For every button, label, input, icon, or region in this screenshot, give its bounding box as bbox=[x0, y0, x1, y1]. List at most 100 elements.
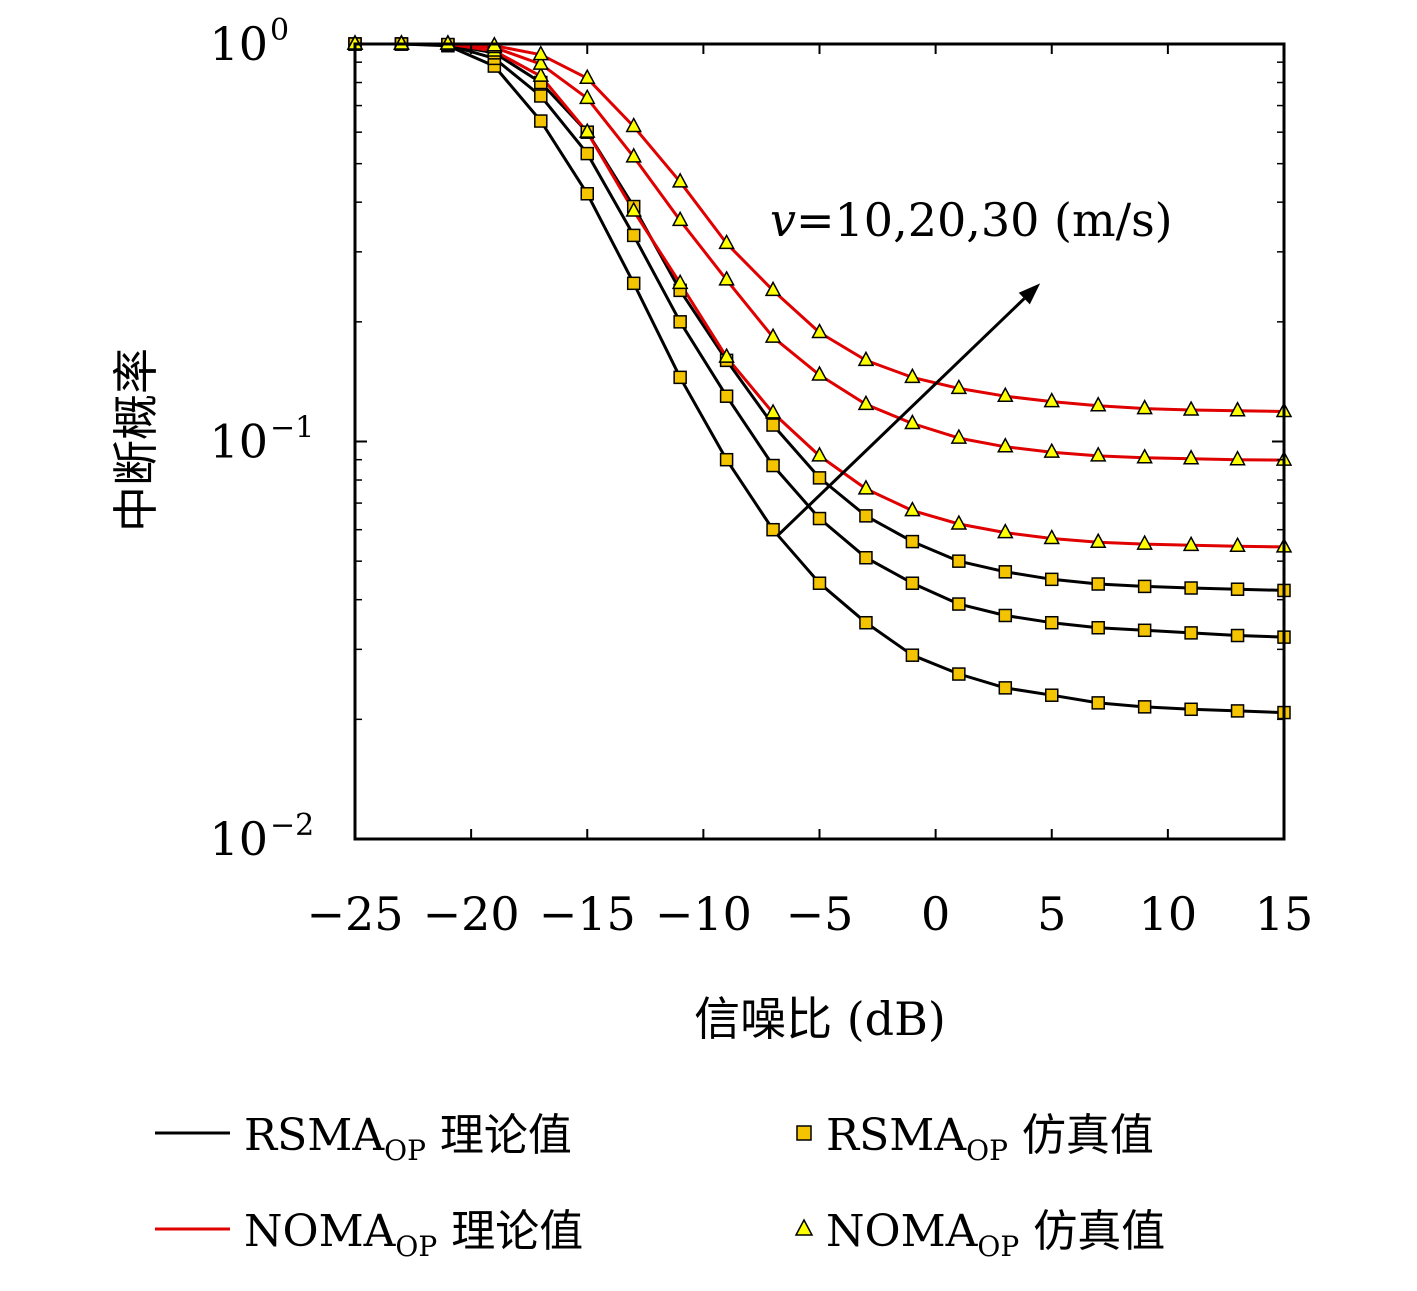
y-tick-label: 10 bbox=[209, 415, 268, 469]
data-point-triangle bbox=[950, 378, 968, 395]
data-point-square bbox=[1184, 626, 1198, 640]
data-point-triangle bbox=[532, 54, 550, 70]
data-point-triangle bbox=[1043, 392, 1061, 408]
data-point-square bbox=[998, 681, 1013, 695]
legend-suffix: 仿真值 bbox=[1019, 1206, 1165, 1257]
data-point-triangle bbox=[764, 327, 782, 343]
data-point-square bbox=[534, 114, 548, 128]
data-point-triangle bbox=[857, 479, 875, 495]
legend-text-rsma-sim: RSMAOP 仿真值 bbox=[826, 1110, 1154, 1167]
annotation-arrow bbox=[776, 297, 1026, 537]
x-tick-label: 15 bbox=[1255, 887, 1314, 941]
data-point-square bbox=[998, 565, 1013, 579]
data-point-triangle bbox=[1089, 396, 1107, 412]
data-point-triangle bbox=[578, 88, 596, 105]
legend-entry-noma-theory: NOMAOP 理论值 bbox=[155, 1206, 583, 1263]
data-point-triangle bbox=[625, 147, 642, 163]
legend-marker-square bbox=[796, 1125, 812, 1141]
data-point-square bbox=[1184, 581, 1198, 595]
data-point-triangle bbox=[1182, 449, 1200, 465]
legend-text-rsma-theory: RSMAOP 理论值 bbox=[244, 1110, 572, 1167]
data-point-square bbox=[905, 576, 920, 590]
legend-label: NOMA bbox=[244, 1206, 397, 1257]
data-point-triangle bbox=[811, 365, 828, 381]
data-point-triangle bbox=[718, 347, 735, 363]
data-point-triangle bbox=[1089, 532, 1107, 548]
data-point-triangle bbox=[1229, 401, 1246, 417]
x-tick-label: 0 bbox=[921, 887, 950, 941]
x-tick-label: −15 bbox=[539, 887, 636, 941]
data-point-square bbox=[1045, 615, 1059, 630]
series-line-rsma-2 bbox=[355, 42, 1285, 592]
data-point-square bbox=[1137, 700, 1152, 714]
data-point-triangle bbox=[1043, 442, 1061, 458]
data-point-triangle bbox=[578, 68, 596, 85]
data-point-square bbox=[1091, 696, 1105, 710]
data-point-triangle bbox=[764, 280, 782, 297]
legend-suffix: 仿真值 bbox=[1008, 1110, 1154, 1161]
y-axis-title: 中断概率 bbox=[109, 348, 163, 532]
data-point-square bbox=[1091, 577, 1105, 591]
legend-label: RSMA bbox=[826, 1110, 967, 1161]
data-point-triangle bbox=[904, 367, 921, 384]
data-point-triangle bbox=[1182, 400, 1200, 416]
data-point-triangle bbox=[904, 501, 921, 517]
data-point-square bbox=[766, 418, 780, 432]
data-point-triangle bbox=[997, 386, 1014, 402]
data-point-square bbox=[1230, 704, 1245, 718]
x-tick-label: −25 bbox=[306, 887, 403, 941]
legend-text-noma-theory: NOMAOP 理论值 bbox=[244, 1206, 583, 1263]
data-point-triangle bbox=[625, 116, 642, 133]
legend-subscript: OP bbox=[384, 1134, 426, 1167]
legend-text-noma-sim: NOMAOP 仿真值 bbox=[826, 1206, 1165, 1263]
data-point-triangle bbox=[1089, 446, 1107, 462]
x-tick-label: −20 bbox=[423, 887, 520, 941]
legend-subscript: OP bbox=[977, 1230, 1019, 1263]
data-point-square bbox=[859, 550, 873, 565]
data-point-triangle bbox=[578, 122, 596, 138]
y-tick-label: 10 bbox=[209, 17, 268, 71]
data-point-square bbox=[1137, 623, 1152, 638]
legend-label: NOMA bbox=[826, 1206, 979, 1257]
data-point-square bbox=[812, 576, 827, 590]
x-tick-label: −5 bbox=[786, 887, 854, 941]
legend-entry-noma-sim: NOMAOP 仿真值 bbox=[794, 1206, 1165, 1263]
data-point-square bbox=[673, 370, 687, 385]
data-point-square bbox=[673, 315, 687, 329]
data-point-triangle bbox=[532, 66, 550, 82]
data-point-square bbox=[998, 608, 1013, 623]
data-point-square bbox=[952, 554, 966, 568]
legend-entry-rsma-sim: RSMAOP 仿真值 bbox=[796, 1110, 1154, 1167]
data-point-square bbox=[1230, 582, 1245, 596]
y-tick-exponent: −2 bbox=[270, 808, 314, 843]
data-point-triangle bbox=[671, 172, 689, 188]
data-point-triangle bbox=[1136, 399, 1153, 415]
data-point-square bbox=[1184, 702, 1198, 717]
data-point-square bbox=[905, 648, 920, 662]
data-point-triangle bbox=[718, 270, 735, 286]
y-tick-exponent: −1 bbox=[270, 411, 314, 446]
legend-label: RSMA bbox=[244, 1110, 385, 1161]
data-point-square bbox=[1137, 579, 1152, 594]
series-markers bbox=[346, 34, 1293, 720]
data-point-square bbox=[859, 615, 873, 630]
x-tick-label: −10 bbox=[655, 887, 752, 941]
data-point-square bbox=[952, 667, 966, 681]
data-point-square bbox=[580, 187, 594, 201]
data-point-triangle bbox=[1229, 536, 1246, 553]
data-point-triangle bbox=[625, 201, 642, 217]
data-point-square bbox=[766, 522, 780, 537]
legend-suffix: 理论值 bbox=[426, 1110, 572, 1161]
plot-frame bbox=[353, 42, 1286, 841]
data-point-triangle bbox=[950, 514, 968, 530]
data-point-square bbox=[719, 452, 734, 467]
data-point-square bbox=[1230, 628, 1245, 643]
data-point-triangle bbox=[671, 210, 689, 227]
annotation-arrowhead bbox=[1018, 283, 1041, 305]
legend-marker-triangle bbox=[794, 1218, 814, 1236]
annotation-text: v=10,20,30 (m/s) bbox=[770, 193, 1173, 247]
data-point-square bbox=[1091, 620, 1105, 635]
data-point-triangle bbox=[532, 45, 550, 61]
data-point-triangle bbox=[857, 350, 875, 367]
